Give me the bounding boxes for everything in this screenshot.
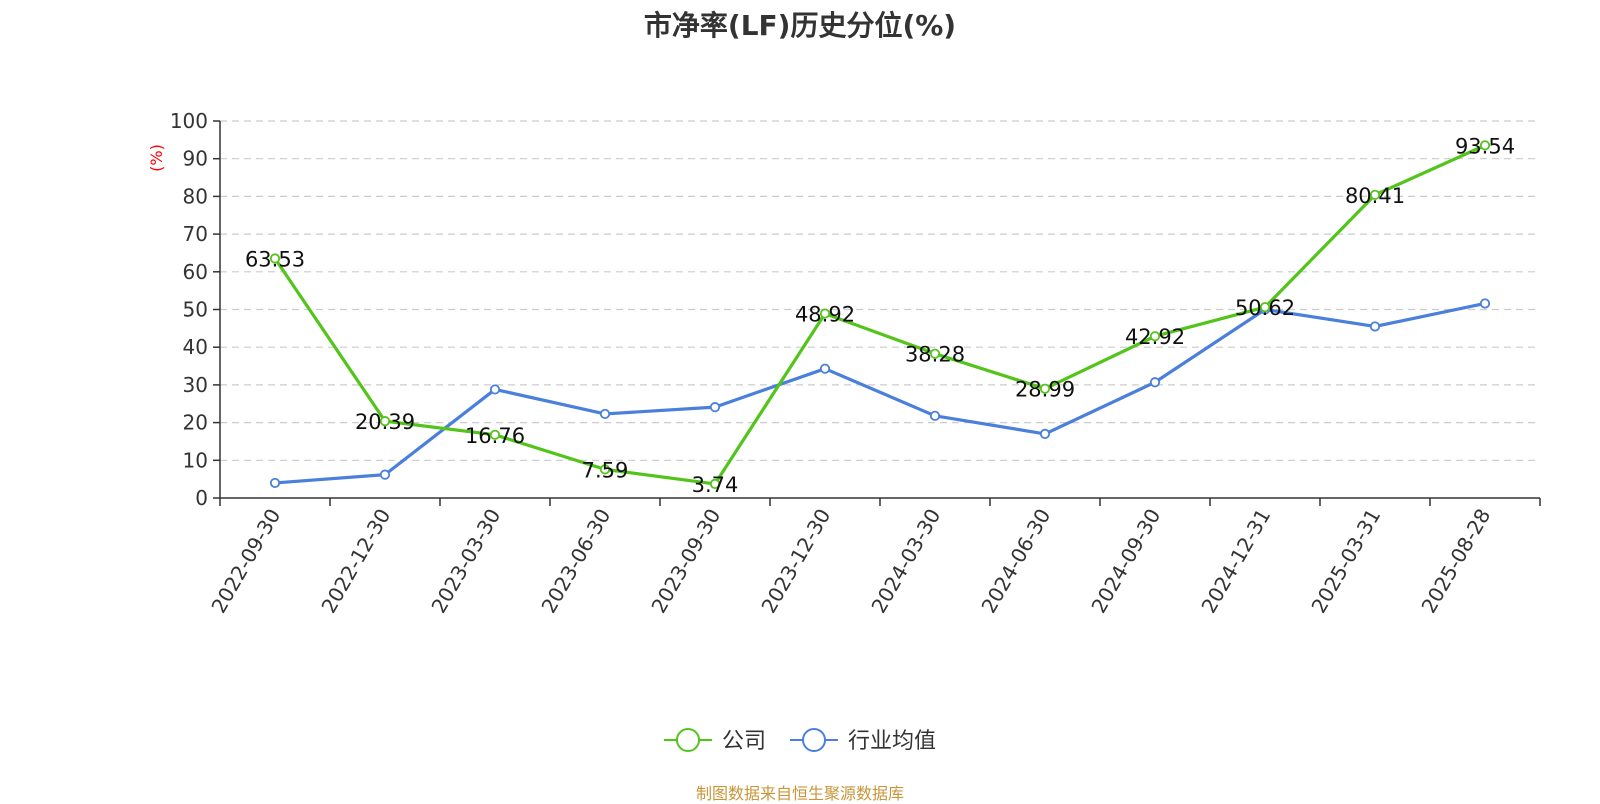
industry-point — [709, 402, 721, 413]
grid-lines — [220, 120, 1540, 461]
x-tick-label: 2024-03-30 — [866, 505, 945, 618]
y-tick-label: 50 — [183, 298, 208, 322]
company-point — [1369, 189, 1381, 200]
company-point — [929, 348, 941, 359]
company-point — [599, 464, 611, 475]
company-point — [489, 429, 501, 440]
company-series-line — [273, 143, 1486, 486]
industry-point — [269, 477, 281, 489]
y-axis-label: (%) — [147, 144, 166, 172]
x-tick-label: 2024-06-30 — [976, 505, 1055, 618]
company-data-label: 42.92 — [1125, 325, 1185, 349]
company-point — [1479, 140, 1491, 151]
industry-point — [1149, 377, 1161, 388]
legend-item-industry[interactable]: 行业均值 — [790, 728, 936, 754]
company-point — [1039, 383, 1051, 394]
axes: 0 10 20 30 40 50 60 70 80 90 100 2022-09-30 2022-12-… — [170, 109, 1541, 618]
industry-series-line — [274, 301, 1486, 485]
company-data-label: 16.76 — [465, 424, 525, 448]
company-data-label: 3.74 — [692, 473, 739, 497]
company-point — [379, 416, 391, 427]
legend-item-company[interactable]: 公司 — [664, 728, 766, 754]
company-point — [1259, 302, 1271, 313]
company-point — [269, 253, 281, 264]
company-data-label: 48.92 — [795, 303, 855, 327]
industry-point — [599, 408, 611, 420]
company-data-label: 80.41 — [1345, 184, 1405, 208]
industry-point — [1039, 428, 1051, 440]
industry-point — [819, 363, 831, 374]
y-tick-label: 60 — [183, 260, 208, 284]
x-tick-label: 2024-12-31 — [1196, 505, 1275, 618]
legend-circle-icon — [802, 728, 826, 752]
legend[interactable]: 公司 行业均值 — [664, 728, 936, 754]
legend-label: 公司 — [722, 729, 766, 754]
series — [269, 140, 1491, 490]
legend-label: 行业均值 — [848, 729, 936, 754]
industry-point — [1479, 298, 1491, 309]
company-data-label: 93.54 — [1455, 134, 1515, 158]
company-data-label: 38.28 — [905, 343, 965, 367]
company-point — [709, 478, 721, 490]
x-tick-label: 2024-09-30 — [1086, 505, 1165, 618]
source-note: 制图数据来自恒生聚源数据库 — [695, 784, 904, 803]
company-data-label: 7.59 — [582, 458, 629, 482]
y-tick-label: 90 — [183, 147, 208, 171]
y-tick-label: 80 — [183, 184, 208, 208]
company-data-label: 50.62 — [1235, 296, 1295, 320]
industry-point — [489, 384, 501, 395]
legend-circle-icon — [676, 728, 700, 752]
y-tick-label: 40 — [183, 335, 208, 359]
industry-point — [1369, 321, 1381, 332]
y-tick-label: 100 — [170, 109, 208, 133]
y-tick-label: 20 — [183, 411, 208, 435]
industry-point — [929, 410, 941, 421]
company-point — [819, 308, 831, 319]
x-tick-label: 2023-03-30 — [426, 505, 505, 618]
y-tick-label: 30 — [183, 373, 208, 397]
chart-title: 市净率(LF)历史分位(%) — [643, 9, 957, 42]
y-tick-label: 0 — [195, 486, 208, 510]
x-tick-label: 2023-09-30 — [646, 505, 725, 618]
x-tick-label: 2022-12-30 — [316, 505, 395, 618]
x-tick-label: 2023-12-30 — [756, 505, 835, 618]
x-tick-label: 2025-03-31 — [1306, 505, 1385, 618]
y-tick-label: 10 — [183, 448, 208, 472]
industry-point — [379, 469, 391, 480]
x-tick-label: 2023-06-30 — [536, 505, 615, 618]
y-tick-label: 70 — [183, 222, 208, 246]
company-data-label: 20.39 — [355, 410, 415, 434]
company-data-label: 28.99 — [1015, 378, 1075, 402]
x-tick-label: 2025-08-28 — [1416, 505, 1495, 618]
company-data-label: 63.53 — [245, 247, 305, 271]
data-labels: 63.53 20.39 16.76 7.59 3.74 48.92 38.28 28.99 42… — [245, 134, 1515, 497]
company-point — [1149, 331, 1161, 342]
x-tick-label: 2022-09-30 — [206, 505, 285, 618]
